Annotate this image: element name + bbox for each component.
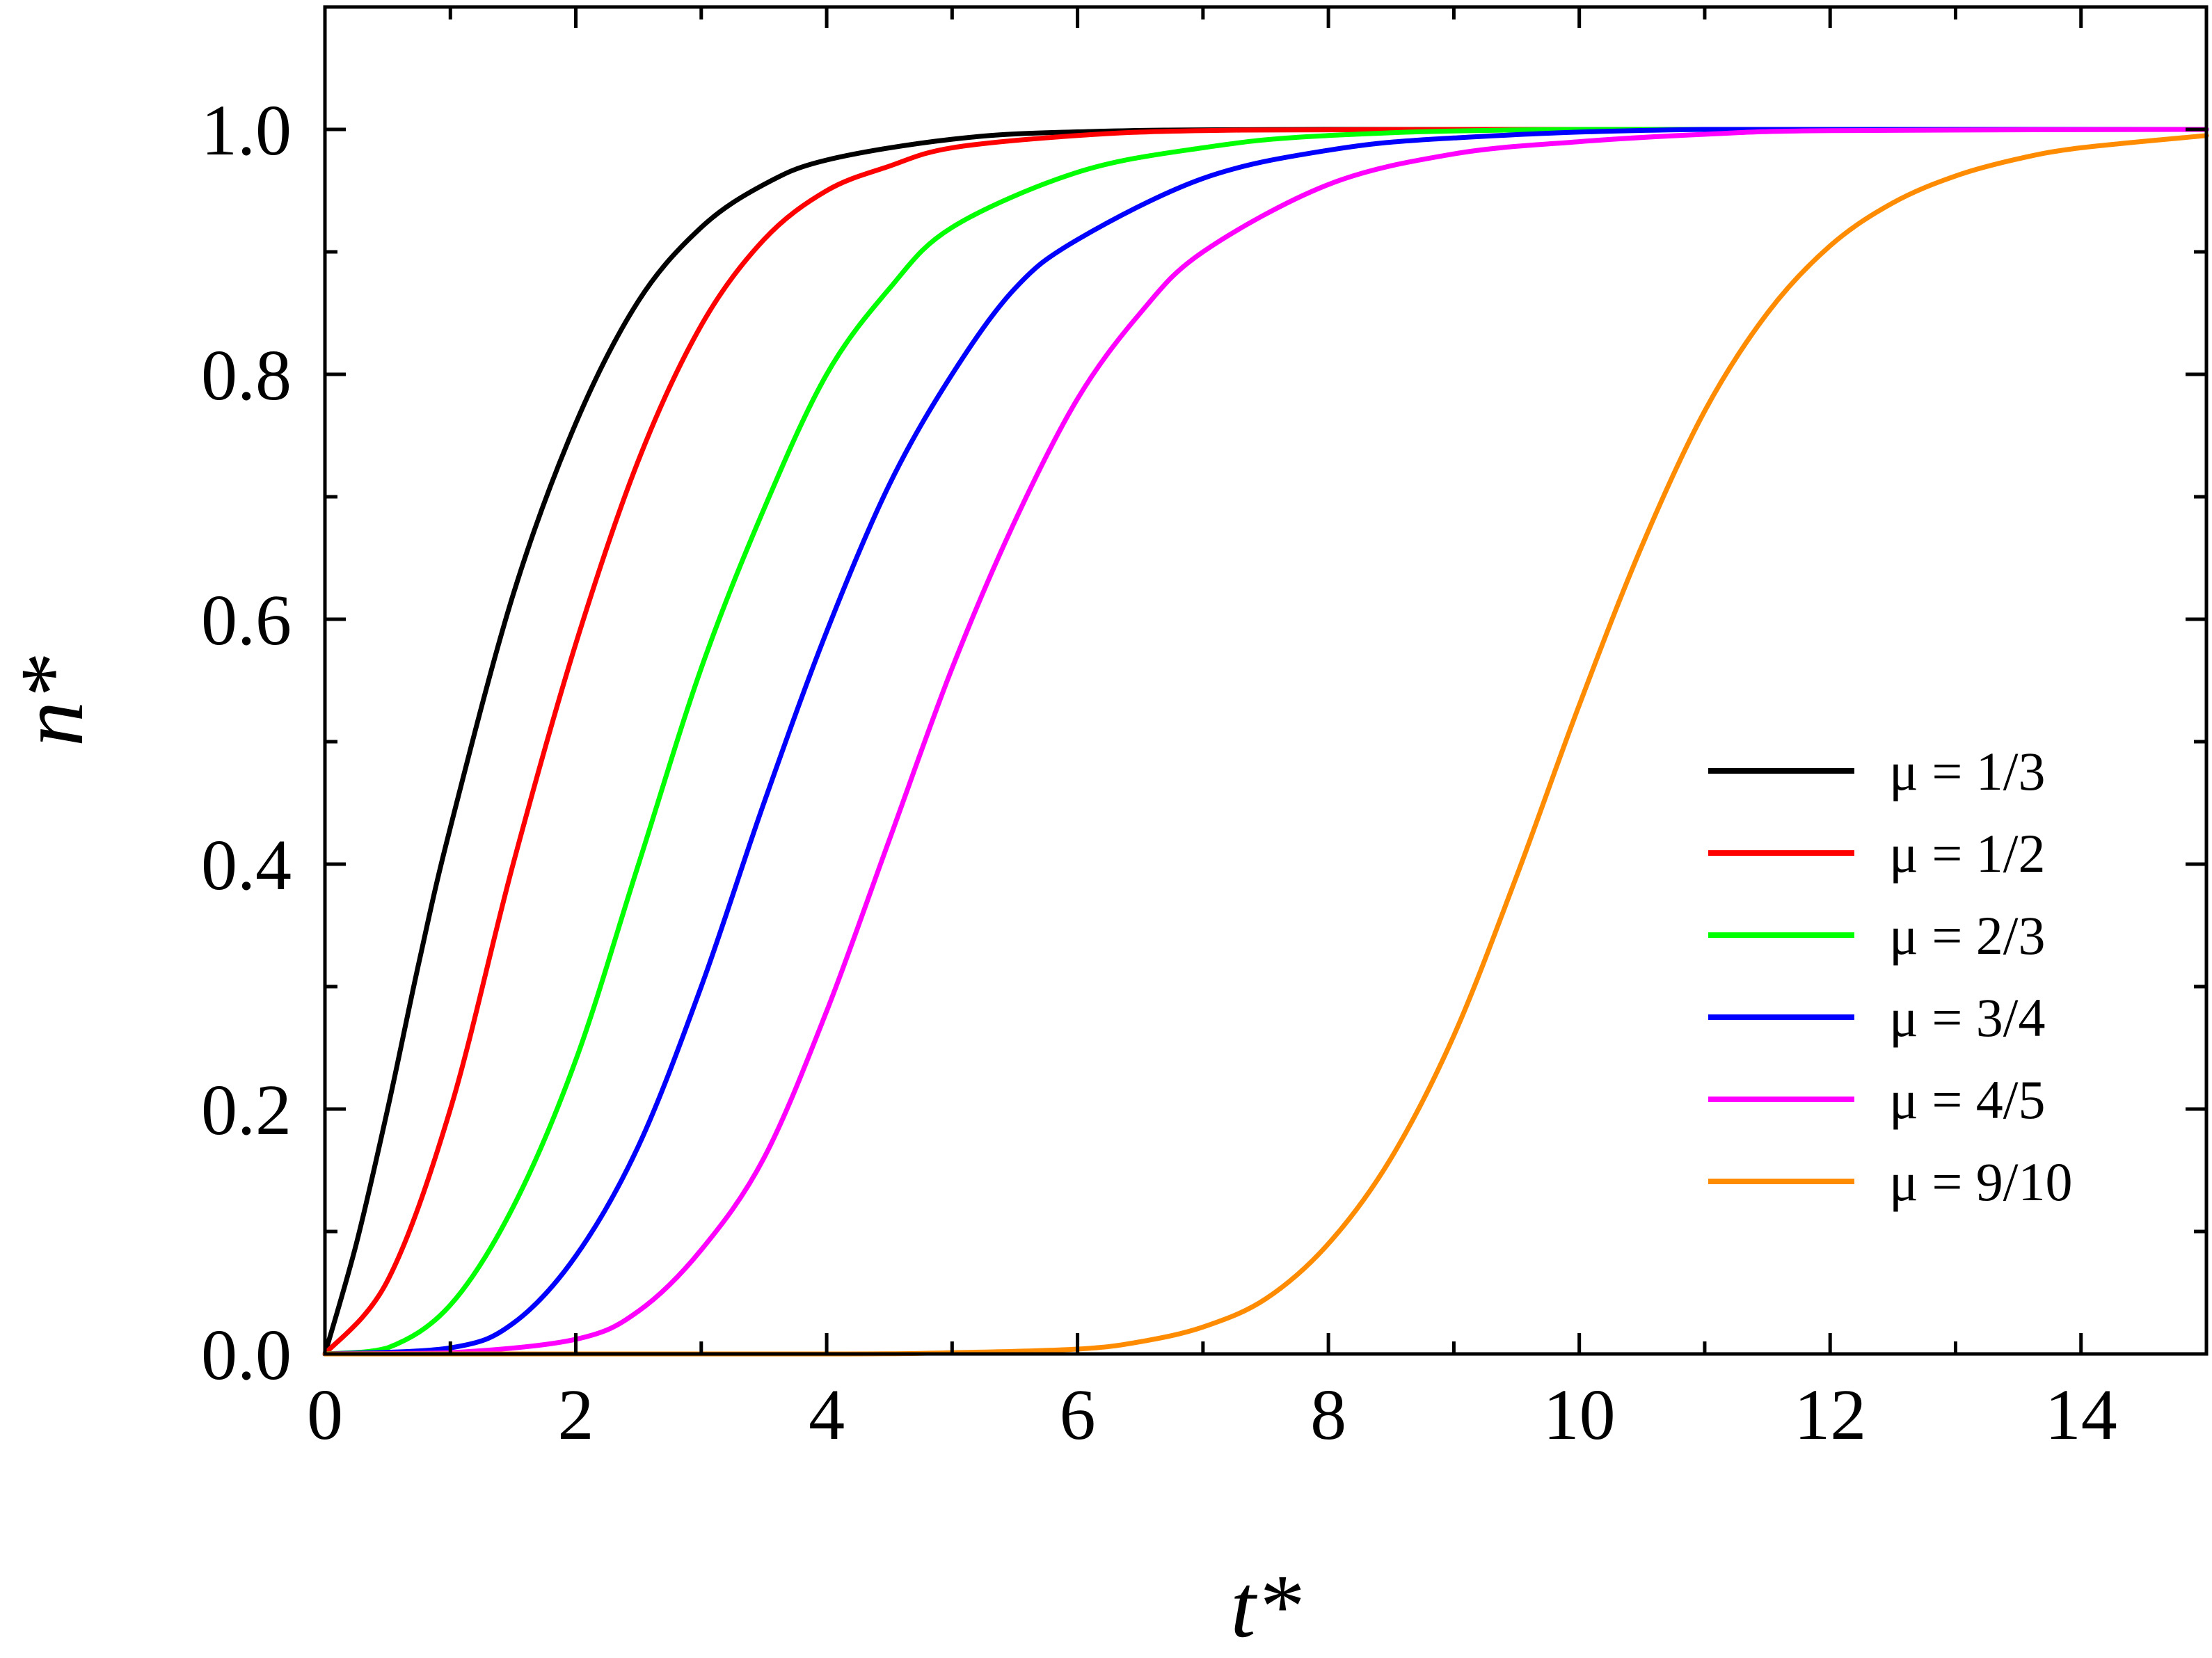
y-tick-label: 0.2 — [201, 1070, 292, 1150]
x-tick-label: 12 — [1794, 1375, 1866, 1455]
y-tick-label: 0.6 — [201, 580, 292, 660]
plot-frame — [323, 5, 2209, 1356]
x-tick-label: 6 — [1060, 1375, 1096, 1455]
legend-label-4: μ = 3/4 — [1889, 987, 2045, 1048]
tick-labels: 0 2 4 6 8 10 12 14 0.0 0.2 0.4 0.6 0.8 1.0 — [201, 90, 2117, 1455]
x-tick-label: 10 — [1543, 1375, 1616, 1455]
y-tick-label: 0.4 — [201, 825, 292, 905]
legend-label-6: μ = 9/10 — [1889, 1151, 2072, 1212]
legend: μ = 1/3 μ = 1/2 μ = 2/3 μ = 3/4 μ = 4/5 μ = 9… — [1708, 741, 2072, 1212]
axis-ticks — [323, 5, 2209, 1356]
y-axis-title: n* — [2, 656, 102, 747]
y-tick-label: 0.0 — [201, 1315, 292, 1395]
series-line-3 — [322, 127, 2209, 1357]
series-line-4 — [322, 127, 2209, 1357]
legend-label-2: μ = 1/2 — [1889, 823, 2045, 884]
y-tick-label: 1.0 — [201, 90, 292, 170]
legend-label-1: μ = 1/3 — [1889, 741, 2045, 802]
series-line-6 — [322, 133, 2209, 1357]
x-tick-label: 0 — [307, 1375, 343, 1455]
x-tick-label: 4 — [809, 1375, 845, 1455]
legend-label-5: μ = 4/5 — [1889, 1069, 2045, 1130]
x-axis-title: t* — [1230, 1556, 1300, 1657]
y-tick-label: 0.8 — [201, 335, 292, 415]
series-lines — [322, 127, 2209, 1357]
x-tick-label: 8 — [1310, 1375, 1346, 1455]
legend-label-3: μ = 2/3 — [1889, 905, 2045, 966]
x-tick-label: 2 — [558, 1375, 594, 1455]
series-line-5 — [322, 127, 2209, 1357]
x-tick-label: 14 — [2045, 1375, 2117, 1455]
series-line-2 — [322, 127, 2209, 1357]
